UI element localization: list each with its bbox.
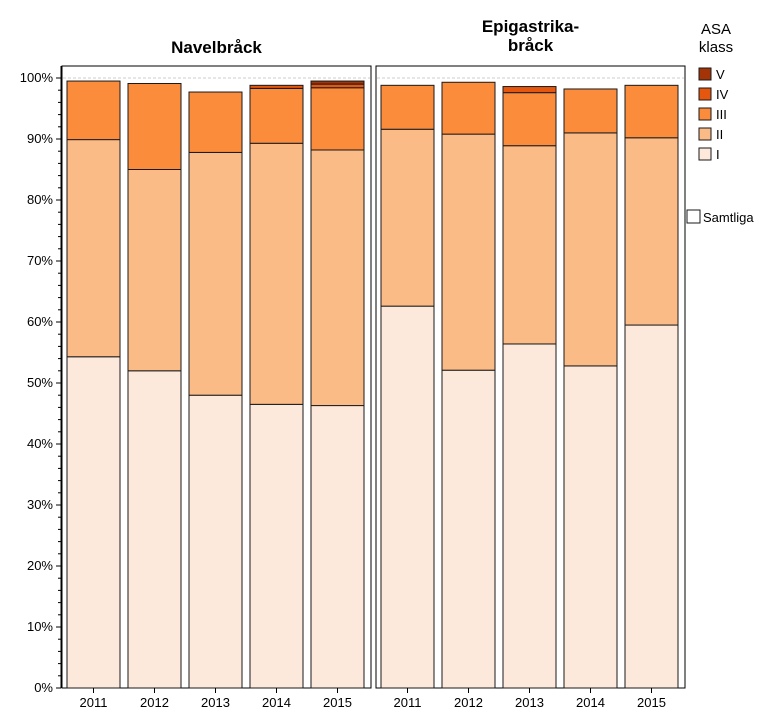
- legend-swatch-iii: [698, 107, 712, 121]
- x-tick-label: 2013: [515, 695, 544, 710]
- panel-1: Navelbråck 2011 2012 2013 2014 2015: [61, 38, 372, 710]
- bar-segment-iv: [310, 83, 365, 89]
- bar-segment-iii: [441, 81, 496, 135]
- panel-title: Navelbråck: [171, 38, 262, 57]
- bar-segment-iii: [563, 88, 618, 134]
- y-tick-label: 20%: [27, 558, 53, 573]
- legend-label: V: [716, 67, 725, 82]
- bar-segment-i: [380, 305, 435, 689]
- bar-segment-iii: [624, 84, 679, 139]
- legend-title: ASA: [701, 21, 731, 38]
- x-tick-label: 2012: [454, 695, 483, 710]
- legend-label: II: [716, 127, 723, 142]
- legend-label: I: [716, 147, 720, 162]
- bar-segment-v: [310, 80, 365, 85]
- bar-segment-i: [188, 394, 243, 689]
- y-tick-label: 100%: [20, 70, 54, 85]
- x-tick-label: 2014: [576, 695, 605, 710]
- panel-title: Epigastrika-: [482, 17, 579, 36]
- bar-segment-i: [502, 343, 557, 689]
- legend-swatch-v: [698, 67, 712, 81]
- bar-segment-ii: [624, 137, 679, 326]
- y-tick-label: 80%: [27, 192, 53, 207]
- bar-segment-iii: [249, 87, 304, 144]
- legend-label: IV: [716, 87, 729, 102]
- bar-segment-iii: [380, 84, 435, 130]
- bar-segment-ii: [441, 133, 496, 371]
- x-tick-label: 2015: [323, 695, 352, 710]
- legend-title: klass: [699, 39, 733, 56]
- bar-segment-ii: [249, 142, 304, 405]
- bar-segment-i: [249, 403, 304, 689]
- y-tick-label: 30%: [27, 497, 53, 512]
- legend-swatch-iv: [698, 87, 712, 101]
- bar-segment-ii: [127, 169, 182, 372]
- bar-segment-ii: [310, 149, 365, 407]
- bar-segment-iii: [310, 87, 365, 151]
- bar-segment-iv: [249, 84, 304, 89]
- legend-swatch-ii: [698, 127, 712, 141]
- y-tick-label: 70%: [27, 253, 53, 268]
- x-tick-label: 2014: [262, 695, 291, 710]
- bar-segment-ii: [563, 132, 618, 367]
- bar-segment-iv: [502, 86, 557, 94]
- bar-segment-i: [310, 405, 365, 689]
- bar-segment-i: [441, 369, 496, 689]
- x-tick-label: 2015: [637, 695, 666, 710]
- y-tick-label: 40%: [27, 436, 53, 451]
- y-tick-label: 60%: [27, 314, 53, 329]
- bar-segment-iii: [188, 91, 243, 153]
- y-axis: 0% 10% 20% 30% 40% 50% 60% 70% 80% 90% 100%: [20, 66, 62, 695]
- bar-segment-ii: [502, 145, 557, 345]
- x-tick-label: 2011: [80, 695, 108, 710]
- bar-segment-iii: [502, 92, 557, 147]
- y-tick-label: 90%: [27, 131, 53, 146]
- legend-label: III: [716, 107, 727, 122]
- x-tick-label: 2011: [394, 695, 422, 710]
- panel-title: bråck: [508, 36, 554, 55]
- bar-segment-iii: [66, 80, 121, 141]
- x-tick-label: 2012: [140, 695, 169, 710]
- y-tick-label: 50%: [27, 375, 53, 390]
- bar-segment-i: [127, 370, 182, 689]
- legend-label: Samtliga: [703, 210, 754, 225]
- bar-segment-ii: [188, 151, 243, 396]
- y-tick-label: 0%: [34, 680, 53, 695]
- legend-swatch-i: [698, 147, 712, 161]
- y-tick-label: 10%: [27, 619, 53, 634]
- legend-swatch-samtliga: [686, 209, 701, 224]
- bar-segment-i: [563, 365, 618, 689]
- x-tick-label: 2013: [201, 695, 230, 710]
- bar-segment-i: [624, 324, 679, 689]
- bar-segment-ii: [66, 139, 121, 358]
- bar-segment-iii: [127, 82, 182, 170]
- bar-segment-ii: [380, 128, 435, 307]
- panel-2: Epigastrika-bråck 2011 2012 2013 2014 2015: [375, 17, 686, 710]
- bar-segment-i: [66, 356, 121, 689]
